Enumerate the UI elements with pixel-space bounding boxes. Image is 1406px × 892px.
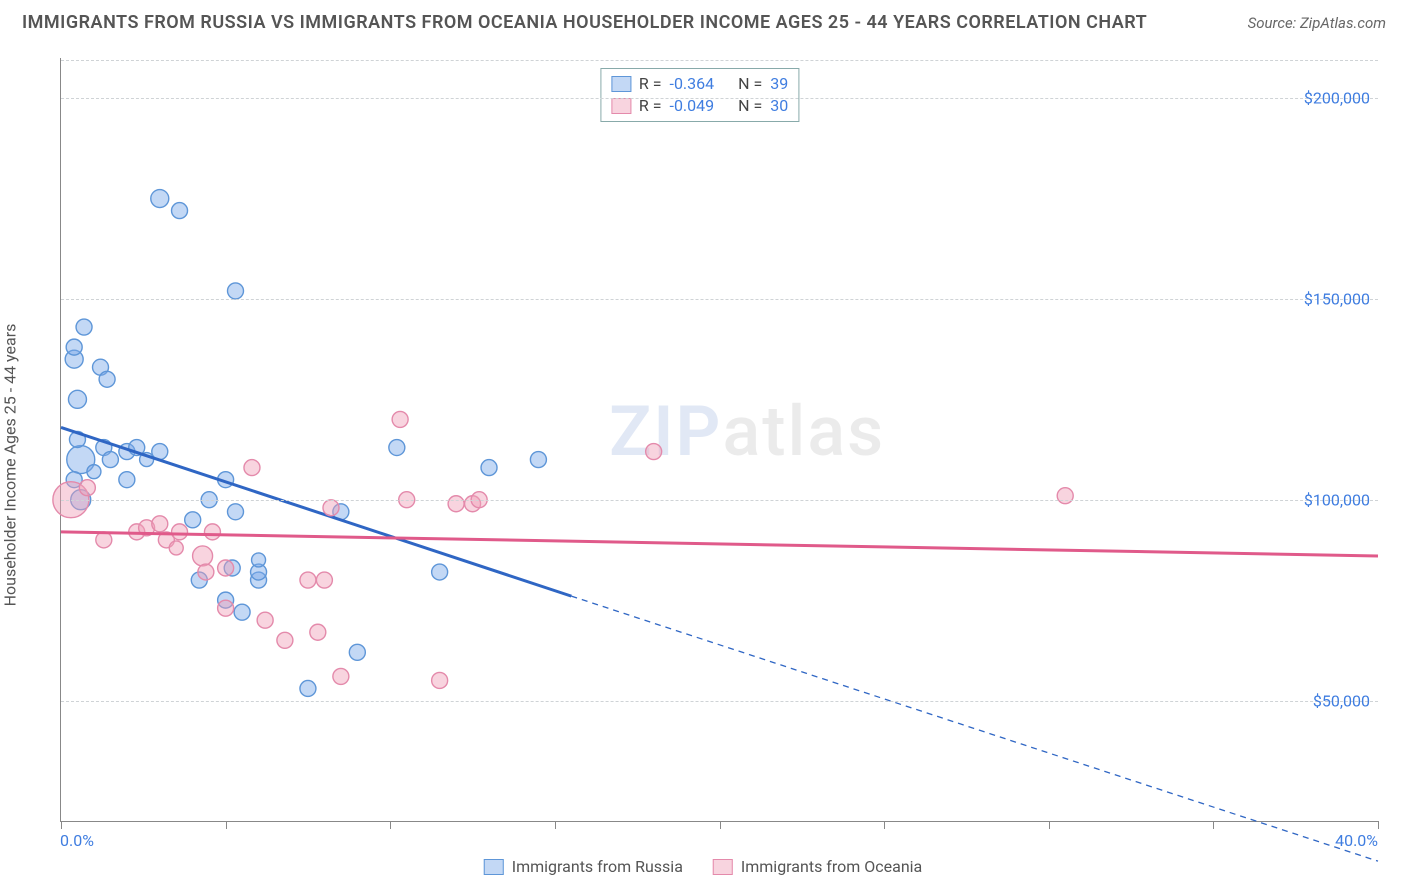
data-point <box>234 604 250 620</box>
data-point <box>76 319 92 335</box>
data-point <box>68 390 86 408</box>
plot-svg <box>61 58 1378 821</box>
data-point <box>102 452 118 468</box>
data-point <box>218 560 234 576</box>
data-point <box>198 564 214 580</box>
source-label: Source: ZipAtlas.com <box>1248 14 1386 32</box>
stats-legend: R = -0.364 N = 39 R = -0.049 N = 30 <box>600 68 799 122</box>
swatch-oceania-bottom <box>713 859 733 875</box>
plot-area: ZIPatlas R = -0.364 N = 39 R = -0.049 N … <box>60 58 1378 822</box>
data-point <box>333 668 349 684</box>
data-point <box>448 496 464 512</box>
x-min-label: 0.0% <box>60 831 94 850</box>
data-point <box>252 553 266 567</box>
data-point <box>1057 488 1073 504</box>
data-point <box>481 460 497 476</box>
data-point <box>99 371 115 387</box>
chart-title: IMMIGRANTS FROM RUSSIA VS IMMIGRANTS FRO… <box>22 12 1147 33</box>
y-tick-label: $100,000 <box>1304 490 1370 509</box>
stats-row-russia: R = -0.364 N = 39 <box>611 73 788 95</box>
legend-label-oceania: Immigrants from Oceania <box>741 857 922 876</box>
data-point <box>316 572 332 588</box>
data-point <box>646 444 662 460</box>
data-point <box>87 465 101 479</box>
data-point <box>152 516 168 532</box>
data-point <box>277 632 293 648</box>
data-point <box>218 600 234 616</box>
x-max-label: 40.0% <box>1335 831 1378 850</box>
data-point <box>228 504 244 520</box>
data-point <box>432 564 448 580</box>
data-point <box>66 339 82 355</box>
data-point <box>300 680 316 696</box>
data-point <box>432 672 448 688</box>
data-point <box>96 532 112 548</box>
x-legend: Immigrants from Russia Immigrants from O… <box>484 857 923 876</box>
data-point <box>530 452 546 468</box>
swatch-russia <box>611 76 631 92</box>
data-point <box>389 440 405 456</box>
y-axis-title: Householder Income Ages 25 - 44 years <box>1 324 20 607</box>
swatch-russia-bottom <box>484 859 504 875</box>
data-point <box>172 203 188 219</box>
data-point <box>169 541 183 555</box>
data-point <box>204 524 220 540</box>
legend-label-russia: Immigrants from Russia <box>512 857 683 876</box>
data-point <box>228 283 244 299</box>
data-point <box>300 572 316 588</box>
data-point <box>349 644 365 660</box>
data-point <box>151 190 169 208</box>
data-point <box>323 500 339 516</box>
y-tick-label: $200,000 <box>1304 89 1370 108</box>
y-tick-label: $50,000 <box>1313 691 1370 710</box>
data-point <box>310 624 326 640</box>
swatch-oceania <box>611 98 631 114</box>
data-point <box>392 411 408 427</box>
data-point <box>79 480 95 496</box>
data-point <box>193 546 213 566</box>
regression-line-extrapolated <box>571 596 1378 861</box>
data-point <box>185 512 201 528</box>
y-tick-label: $150,000 <box>1304 289 1370 308</box>
data-point <box>119 472 135 488</box>
data-point <box>257 612 273 628</box>
data-point <box>172 524 188 540</box>
regression-line <box>61 427 571 596</box>
data-point <box>244 460 260 476</box>
